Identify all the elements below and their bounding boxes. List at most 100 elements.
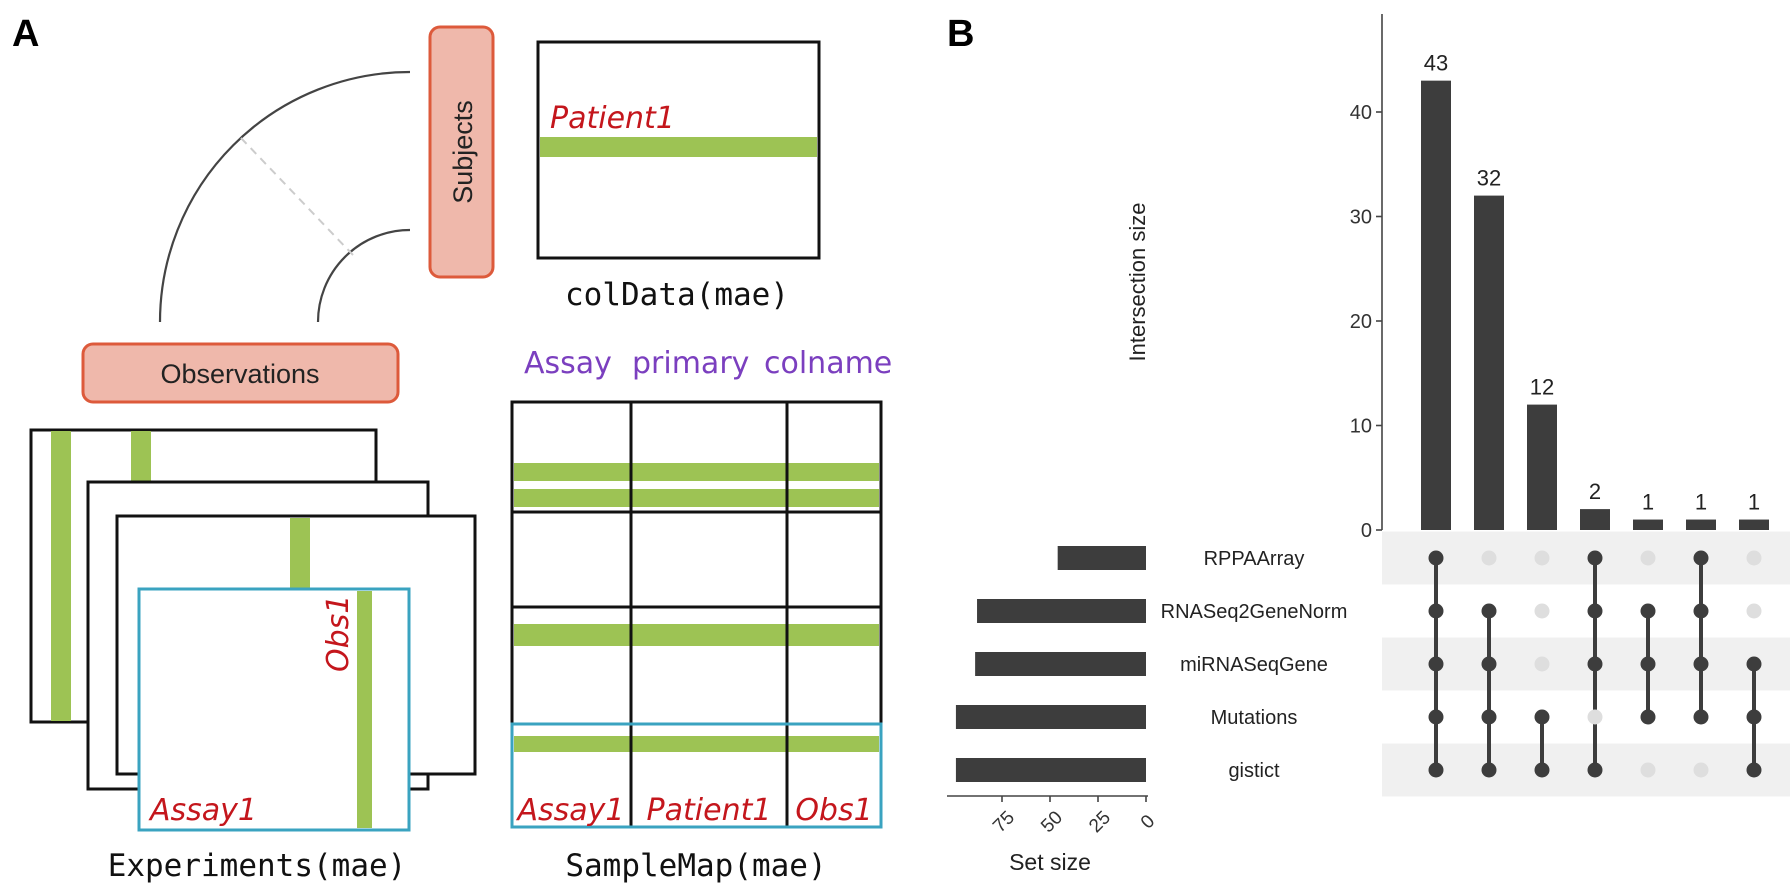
samplemap-table: Assay1 Patient1 Obs1: [510, 400, 883, 829]
y-tick-label: 20: [1350, 311, 1372, 333]
intersection-bar-label: 1: [1748, 490, 1760, 515]
y-tick-label: 30: [1350, 207, 1372, 229]
matrix-dot-active: [1746, 709, 1762, 725]
samplemap-header-assay: Assay: [524, 346, 612, 381]
samplemap-row-assay: Assay1: [515, 793, 624, 828]
intersection-bar-label: 1: [1695, 490, 1707, 515]
y-tick-label: 40: [1350, 102, 1372, 124]
matrix-dot-active: [1481, 656, 1497, 672]
matrix-dot-inactive: [1587, 709, 1603, 725]
intersection-bar: [1527, 404, 1557, 530]
set-size-bar: [955, 705, 1146, 729]
panel-a-label: A: [12, 13, 39, 55]
matrix-stripe: [1382, 637, 1790, 691]
matrix-dot-inactive: [1534, 603, 1550, 619]
matrix-dot-active: [1746, 762, 1762, 778]
matrix-dot-active: [1640, 709, 1656, 725]
y-tick-label: 10: [1350, 416, 1372, 438]
upset-plot: 0 10 20 30 40 Intersection size 43 32 12 2 1 1 1 RPPA…: [947, 14, 1790, 875]
matrix-dot-active: [1693, 603, 1709, 619]
intersection-y-label: Intersection size: [1125, 203, 1150, 362]
dashed-link: [240, 137, 354, 256]
matrix-dot-inactive: [1746, 603, 1762, 619]
matrix-dot-active: [1534, 709, 1550, 725]
matrix-dot-active: [1746, 656, 1762, 672]
samplemap-highlight-row: [510, 722, 883, 829]
set-label: RPPAArray: [1204, 548, 1305, 570]
matrix-dot-active: [1428, 656, 1444, 672]
coldata-box: Patient1 colData(mae): [536, 40, 821, 313]
matrix-dot-active: [1693, 709, 1709, 725]
set-size-bar: [977, 599, 1146, 623]
observations-label: Observations: [160, 359, 319, 389]
matrix-dot-active: [1693, 656, 1709, 672]
matrix-dot-active: [1640, 603, 1656, 619]
set-label: RNASeq2GeneNorm: [1161, 601, 1348, 623]
matrix-dot-inactive: [1534, 656, 1550, 672]
experiment-obs-label: Obs1: [321, 595, 356, 672]
set-size-bar: [955, 758, 1146, 782]
matrix-dot-inactive: [1481, 550, 1497, 566]
matrix-dot-active: [1534, 762, 1550, 778]
matrix-stripe: [1382, 531, 1790, 585]
matrix-dot-active: [1481, 709, 1497, 725]
obs1-column: [357, 591, 372, 828]
outer-arc: [158, 70, 411, 323]
matrix-dot-inactive: [1640, 762, 1656, 778]
matrix-dot-active: [1428, 603, 1444, 619]
subjects-label: Subjects: [448, 100, 478, 204]
samplemap-row-colname: Obs1: [795, 793, 872, 828]
intersection-bar: [1686, 519, 1716, 530]
samplemap-row-primary: Patient1: [647, 793, 772, 828]
coldata-caption: colData(mae): [565, 277, 789, 313]
intersection-bar-label: 2: [1589, 479, 1601, 504]
samplemap-caption: SampleMap(mae): [565, 848, 826, 884]
matrix-dot-inactive: [1534, 550, 1550, 566]
samplemap-header-colname: colname: [764, 346, 892, 381]
set-size-tick-label: 25: [1085, 807, 1115, 837]
set-size-bar: [975, 652, 1146, 676]
intersection-bar-label: 12: [1530, 375, 1554, 400]
matrix-dot-active: [1693, 550, 1709, 566]
coldata-patient-label: Patient1: [550, 101, 675, 136]
matrix-dot-active: [1481, 603, 1497, 619]
matrix-dot-active: [1587, 762, 1603, 778]
matrix-dot-inactive: [1746, 550, 1762, 566]
intersection-bar: [1474, 195, 1504, 530]
matrix-dot-active: [1428, 550, 1444, 566]
matrix-dot-active: [1587, 656, 1603, 672]
matrix-dot-active: [1428, 762, 1444, 778]
intersection-bar: [1580, 509, 1610, 530]
samplemap-header: Assay primary colname: [524, 346, 892, 381]
set-size-tick-label: 50: [1037, 807, 1067, 837]
matrix-dot-active: [1587, 603, 1603, 619]
mapping-arcs: [158, 70, 411, 323]
observations-box: Observations: [81, 342, 400, 404]
matrix-dot-inactive: [1640, 550, 1656, 566]
intersection-bar: [1421, 80, 1451, 531]
matrix-stripe: [1382, 743, 1790, 797]
set-size-tick-label: 75: [989, 807, 1019, 837]
matrix-dot-active: [1640, 656, 1656, 672]
set-size-x-label: Set size: [1009, 849, 1091, 875]
samplemap-header-primary: primary: [632, 346, 749, 381]
matrix-dot-inactive: [1693, 762, 1709, 778]
coldata-patient-row: [540, 137, 817, 157]
set-label: gistict: [1228, 760, 1280, 782]
panel-b-label: B: [947, 13, 974, 55]
experiments-caption: Experiments(mae): [108, 848, 407, 884]
matrix-dot-active: [1428, 709, 1444, 725]
y-tick-label: 0: [1361, 520, 1372, 542]
set-size-tick-label: 0: [1137, 811, 1159, 833]
set-size-bar: [1057, 546, 1146, 570]
subjects-box: Subjects: [428, 25, 495, 279]
set-label: miRNASeqGene: [1180, 654, 1328, 676]
experiments-stack: Obs1 Assay1: [29, 428, 477, 832]
set-label: Mutations: [1211, 707, 1298, 729]
inner-arc: [316, 228, 411, 323]
matrix-dot-active: [1481, 762, 1497, 778]
intersection-bar-label: 1: [1642, 490, 1654, 515]
experiment-assay-label: Assay1: [148, 793, 257, 828]
matrix-dot-active: [1587, 550, 1603, 566]
